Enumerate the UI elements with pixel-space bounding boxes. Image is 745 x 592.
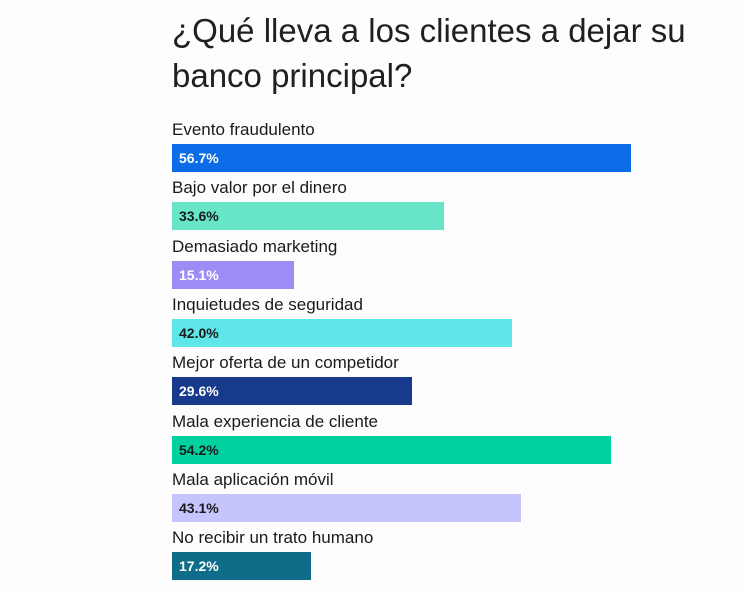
bar-value-label: 42.0% <box>179 325 219 341</box>
bar-value-label: 56.7% <box>179 150 219 166</box>
bar: 54.2% <box>172 436 611 464</box>
bar: 17.2% <box>172 552 311 580</box>
category-label: Demasiado marketing <box>172 237 338 256</box>
category-label: Mejor oferta de un competidor <box>172 353 399 372</box>
category-label: No recibir un trato humano <box>172 528 374 547</box>
category-label: Mala aplicación móvil <box>172 470 334 489</box>
bar-value-label: 54.2% <box>179 442 219 458</box>
bar: 33.6% <box>172 202 444 230</box>
bar: 43.1% <box>172 494 521 522</box>
chart-title: ¿Qué lleva a los clientes a dejar su ban… <box>172 12 686 94</box>
bar-value-label: 43.1% <box>179 500 219 516</box>
bar: 15.1% <box>172 261 294 289</box>
bar-value-label: 29.6% <box>179 383 219 399</box>
category-label: Bajo valor por el dinero <box>172 178 347 197</box>
bar-value-label: 15.1% <box>179 267 219 283</box>
category-label: Inquietudes de seguridad <box>172 295 363 314</box>
bar: 42.0% <box>172 319 512 347</box>
category-label: Evento fraudulento <box>172 120 315 139</box>
bar: 56.7% <box>172 144 631 172</box>
bar-value-label: 33.6% <box>179 208 219 224</box>
category-label: Mala experiencia de cliente <box>172 412 379 431</box>
bar: 29.6% <box>172 377 412 405</box>
bar-value-label: 17.2% <box>179 558 219 574</box>
